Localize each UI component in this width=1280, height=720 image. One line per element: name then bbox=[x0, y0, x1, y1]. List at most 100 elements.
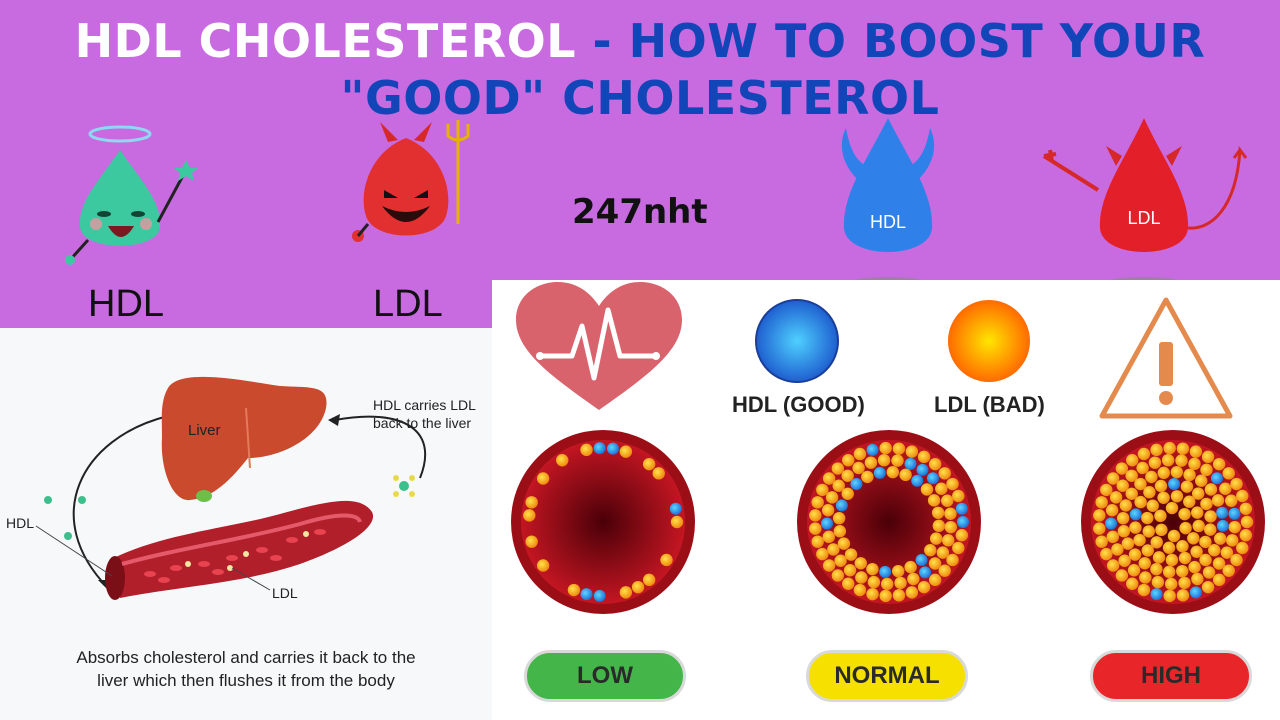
ldl-particle bbox=[1100, 547, 1113, 561]
artery-cross-sections bbox=[511, 430, 1265, 614]
ldl-particle bbox=[852, 461, 865, 475]
ldl-particle bbox=[832, 479, 845, 492]
ldl-particle bbox=[1204, 483, 1218, 496]
ldl-particle bbox=[1228, 520, 1241, 534]
ldl-particle bbox=[1105, 503, 1119, 517]
ldl-particle bbox=[1162, 541, 1176, 554]
hdl-particle bbox=[1210, 472, 1223, 485]
ldl-particle bbox=[660, 553, 673, 567]
ldl-particle bbox=[1116, 479, 1129, 492]
ldl-particle bbox=[879, 589, 892, 603]
ldl-particle bbox=[809, 522, 822, 535]
legend-hdl-label: HDL (GOOD) bbox=[732, 392, 865, 417]
ldl-particle bbox=[1142, 525, 1155, 538]
hdl-drop-text: HDL bbox=[870, 212, 906, 232]
ldl-particle bbox=[1141, 511, 1154, 525]
ldl-particle bbox=[1155, 523, 1168, 537]
ldl-particle bbox=[1126, 577, 1139, 590]
ldl-particle bbox=[822, 472, 836, 485]
ldl-particle bbox=[942, 534, 955, 547]
title-part2: HOW TO BOOST YOUR bbox=[628, 14, 1206, 68]
ldl-particle bbox=[1134, 495, 1147, 509]
hdl-mascot-label: HDL bbox=[88, 283, 165, 325]
ldl-particle bbox=[536, 559, 550, 572]
heart-pulse-icon bbox=[516, 282, 682, 410]
ldl-particle bbox=[1157, 466, 1170, 480]
ldl-particle bbox=[917, 580, 931, 594]
ldl-particle bbox=[1202, 566, 1216, 579]
ldl-particle bbox=[843, 564, 857, 577]
ldl-particle bbox=[525, 535, 538, 548]
warning-icon bbox=[1099, 297, 1233, 419]
ldl-particle bbox=[1183, 468, 1196, 482]
hdl-particle bbox=[1228, 507, 1241, 520]
hdl-particle bbox=[580, 588, 593, 601]
legend-ldl-label: LDL (BAD) bbox=[934, 392, 1045, 417]
ldl-particle bbox=[619, 445, 633, 458]
ldl-particle bbox=[1154, 509, 1167, 523]
ldl-particle bbox=[670, 515, 684, 529]
ldl-particle bbox=[642, 457, 656, 471]
ldl-particle bbox=[525, 496, 538, 509]
ldl-particle bbox=[1163, 441, 1176, 455]
hdl-particle bbox=[879, 565, 892, 578]
ldl-particle bbox=[1116, 511, 1130, 525]
ldl-particle bbox=[1239, 529, 1253, 542]
ldl-particle bbox=[1150, 443, 1163, 457]
ldl-particle bbox=[1095, 535, 1108, 548]
ldl-particle bbox=[931, 506, 945, 519]
ldl-particle bbox=[536, 472, 550, 485]
hdl-particle bbox=[916, 463, 929, 476]
hdl-particle bbox=[1189, 586, 1202, 599]
level-low-label: LOW bbox=[577, 662, 633, 689]
ldl-particle bbox=[879, 441, 892, 455]
ldl-particle bbox=[1151, 575, 1165, 589]
ldl-particle bbox=[834, 554, 847, 567]
hdl-particle bbox=[911, 474, 924, 487]
ldl-particle bbox=[1178, 551, 1192, 565]
ldl-particle bbox=[1222, 467, 1235, 480]
devil-red-drop-icon: LDL bbox=[1042, 118, 1248, 283]
ldl-particle bbox=[1212, 573, 1226, 587]
winged-blue-drop-icon: HDL bbox=[841, 118, 935, 283]
ldl-particle bbox=[1192, 487, 1205, 500]
hdl-particle bbox=[915, 553, 928, 566]
ldl-particle bbox=[861, 470, 874, 484]
ldl-particle bbox=[1161, 453, 1175, 467]
ldl-particle bbox=[1165, 501, 1179, 515]
hdl-particle bbox=[1168, 478, 1181, 491]
ldl-particle bbox=[1212, 457, 1226, 471]
hdl-particle bbox=[1105, 517, 1118, 530]
ldl-particle bbox=[952, 489, 965, 503]
ldl-particle bbox=[1093, 522, 1106, 535]
ldl-particle bbox=[1190, 545, 1203, 558]
ldl-particle bbox=[924, 544, 937, 557]
ldl-particle bbox=[1117, 525, 1131, 538]
ldl-particle bbox=[1170, 490, 1184, 503]
title-separator: - bbox=[576, 14, 629, 68]
ldl-particle bbox=[642, 573, 656, 587]
ldl-particle bbox=[1225, 494, 1238, 507]
devil-drop-icon bbox=[352, 120, 470, 242]
ldl-particle bbox=[1212, 557, 1226, 570]
ldl-particle bbox=[952, 541, 965, 555]
ldl-particle bbox=[567, 583, 581, 597]
ldl-particle bbox=[946, 553, 959, 567]
title-part1: HDL CHOLESTEROL bbox=[74, 14, 577, 68]
ldl-particle bbox=[944, 507, 957, 520]
ldl-particle bbox=[811, 496, 824, 509]
title-line2-text: "GOOD" CHOLESTEROL bbox=[340, 71, 940, 125]
ldl-particle bbox=[928, 457, 942, 471]
ldl-particle bbox=[1163, 589, 1176, 603]
liver-diagram-panel: Liver HDL carries LDL back to the liver … bbox=[0, 328, 492, 720]
ldl-particle bbox=[854, 557, 867, 570]
ldl-particle bbox=[1150, 562, 1163, 576]
ldl-particle bbox=[1133, 533, 1146, 547]
ldl-particle bbox=[938, 467, 951, 480]
ldl-particle bbox=[631, 580, 645, 594]
ldl-particle bbox=[880, 577, 894, 591]
ldl-particle bbox=[927, 494, 941, 507]
ldl-particle bbox=[1119, 499, 1133, 512]
ldl-particle bbox=[1125, 487, 1138, 500]
ldl-particle bbox=[929, 532, 943, 545]
